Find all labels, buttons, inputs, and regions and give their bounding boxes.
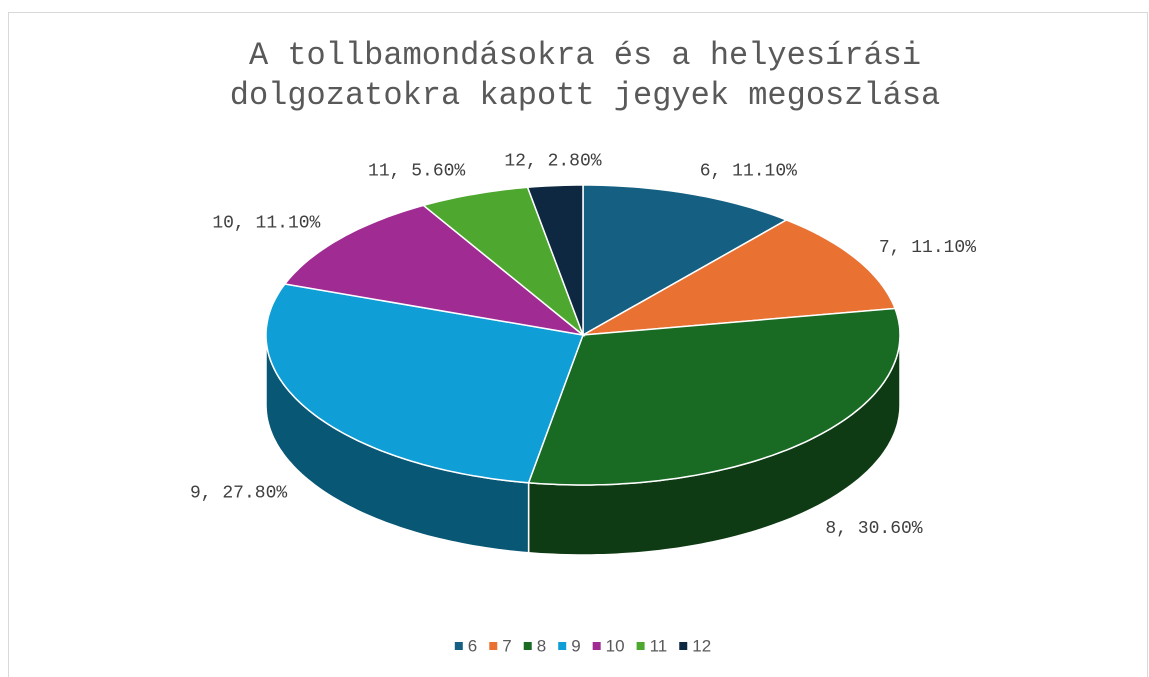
chart-title: A tollbamondásokra és a helyesírási dolg… bbox=[229, 37, 941, 114]
legend-swatch bbox=[454, 642, 463, 650]
legend-label: 12 bbox=[692, 636, 711, 655]
chart-frame bbox=[8, 12, 1148, 677]
legend-label: 8 bbox=[537, 636, 546, 655]
pie-slice bbox=[283, 204, 586, 337]
legend-swatch bbox=[489, 642, 498, 650]
data-label: 8, 30.60% bbox=[825, 519, 922, 539]
legend-swatch bbox=[636, 642, 645, 650]
data-label: 11, 5.60% bbox=[368, 161, 465, 181]
pie-slice bbox=[526, 184, 584, 336]
legend-label: 6 bbox=[468, 636, 477, 655]
legend-label: 10 bbox=[606, 636, 625, 655]
legend: 6 7 8 9 10 11 12 bbox=[454, 636, 711, 655]
data-label: 7, 11.10% bbox=[879, 238, 976, 258]
legend-label: 11 bbox=[650, 636, 668, 655]
pie-slice bbox=[421, 186, 585, 338]
legend-swatch bbox=[523, 642, 532, 650]
legend-label: 9 bbox=[571, 636, 580, 655]
legend-swatch bbox=[679, 642, 688, 650]
pie-slice bbox=[582, 219, 897, 336]
legend-swatch bbox=[592, 642, 601, 650]
pie-slice bbox=[265, 283, 585, 484]
data-label: 9, 27.80% bbox=[190, 484, 287, 504]
pie-slice bbox=[527, 307, 901, 486]
legend-swatch bbox=[558, 642, 567, 650]
data-label: 10, 11.10% bbox=[212, 214, 320, 234]
legend-label: 7 bbox=[502, 636, 511, 655]
data-label: 6, 11.10% bbox=[700, 161, 797, 181]
pie-slice bbox=[582, 184, 789, 337]
data-label: 12, 2.80% bbox=[504, 151, 601, 171]
